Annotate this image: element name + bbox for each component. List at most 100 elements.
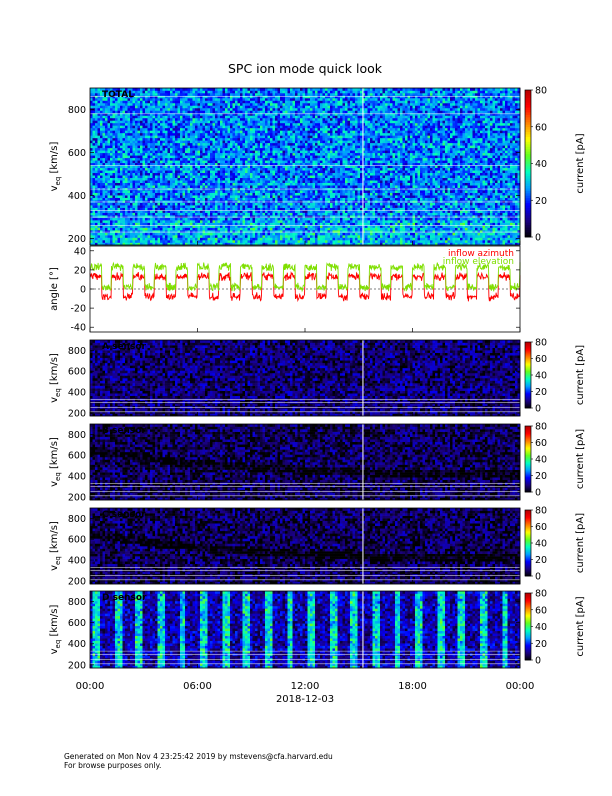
heatmap-cell (148, 178, 151, 181)
heatmap-cell (150, 118, 153, 121)
heatmap-cell (213, 105, 216, 108)
heatmap-cell (218, 98, 221, 101)
heatmap-cell (193, 170, 196, 173)
heatmap-cell (110, 208, 113, 211)
heatmap-cell (200, 178, 203, 181)
heatmap-cell (150, 198, 153, 201)
heatmap-cell (170, 173, 173, 176)
heatmap-cell (273, 238, 276, 241)
heatmap-cell (105, 160, 108, 163)
heatmap-cell (180, 130, 183, 133)
heatmap-cell (203, 110, 206, 113)
heatmap-cell (220, 110, 223, 113)
heatmap-cell (240, 135, 243, 138)
heatmap-cell (138, 218, 141, 221)
heatmap-cell (173, 125, 176, 128)
heatmap-cell (243, 93, 246, 96)
heatmap-cell (140, 100, 143, 103)
heatmap-cell (233, 235, 236, 238)
heatmap-cell (160, 215, 163, 218)
heatmap-cell (128, 180, 131, 183)
heatmap-cell (153, 228, 156, 231)
heatmap-cell (213, 135, 216, 138)
heatmap-cell (235, 178, 238, 181)
heatmap-cell (225, 123, 228, 126)
heatmap-cell (200, 135, 203, 138)
heatmap-cell (105, 180, 108, 183)
heatmap-cell (103, 158, 106, 161)
heatmap-cell (198, 238, 201, 241)
heatmap-cell (235, 120, 238, 123)
heatmap-cell (245, 125, 248, 128)
heatmap-cell (140, 155, 143, 158)
heatmap-cell (173, 185, 176, 188)
heatmap-cell (115, 170, 118, 173)
heatmap-cell (238, 198, 241, 201)
heatmap-cell (173, 100, 176, 103)
heatmap-cell (188, 120, 191, 123)
heatmap-cell (218, 138, 221, 141)
heatmap-cell (208, 148, 211, 151)
heatmap-cell (248, 240, 251, 243)
heatmap-cell (250, 170, 253, 173)
heatmap-cell (273, 133, 276, 136)
heatmap-cell (250, 183, 253, 186)
heatmap-cell (210, 183, 213, 186)
heatmap-cell (225, 230, 228, 233)
heatmap-cell (160, 220, 163, 223)
heatmap-cell (195, 150, 198, 153)
heatmap-cell (90, 218, 93, 221)
heatmap-cell (253, 158, 256, 161)
heatmap-cell (240, 133, 243, 136)
heatmap-cell (173, 140, 176, 143)
heatmap-cell (110, 230, 113, 233)
heatmap-cell (250, 178, 253, 181)
heatmap-cell (175, 140, 178, 143)
heatmap-cell (263, 178, 266, 181)
heatmap-cell (213, 175, 216, 178)
heatmap-cell (200, 233, 203, 236)
heatmap-cell (235, 110, 238, 113)
heatmap-cell (103, 195, 106, 198)
heatmap-cell (245, 145, 248, 148)
heatmap-cell (178, 110, 181, 113)
heatmap-cell (165, 203, 168, 206)
heatmap-cell (253, 130, 256, 133)
heatmap-cell (235, 158, 238, 161)
heatmap-cell (165, 158, 168, 161)
heatmap-cell (133, 175, 136, 178)
heatmap-cell (265, 240, 268, 243)
heatmap-cell (180, 103, 183, 106)
heatmap-cell (155, 140, 158, 143)
heatmap-cell (205, 178, 208, 181)
heatmap-cell (213, 235, 216, 238)
heatmap-cell (220, 100, 223, 103)
heatmap-cell (155, 130, 158, 133)
heatmap-cell (108, 235, 111, 238)
heatmap-cell (215, 128, 218, 131)
heatmap-cell (188, 155, 191, 158)
heatmap-cell (210, 208, 213, 211)
heatmap-cell (120, 108, 123, 111)
heatmap-cell (198, 128, 201, 131)
heatmap-cell (133, 230, 136, 233)
heatmap-cell (98, 213, 101, 216)
heatmap-cell (190, 198, 193, 201)
heatmap-cell (113, 185, 116, 188)
heatmap-cell (230, 155, 233, 158)
heatmap-cell (193, 158, 196, 161)
heatmap-cell (225, 240, 228, 243)
heatmap-cell (145, 103, 148, 106)
heatmap-cell (240, 155, 243, 158)
heatmap-cell (223, 195, 226, 198)
heatmap-cell (225, 158, 228, 161)
heatmap-cell (220, 203, 223, 206)
heatmap-cell (220, 118, 223, 121)
heatmap-cell (170, 125, 173, 128)
heatmap-cell (263, 130, 266, 133)
heatmap-cell (190, 138, 193, 141)
heatmap-cell (125, 113, 128, 116)
heatmap-cell (170, 193, 173, 196)
heatmap-cell (268, 168, 271, 171)
heatmap-cell (190, 238, 193, 241)
